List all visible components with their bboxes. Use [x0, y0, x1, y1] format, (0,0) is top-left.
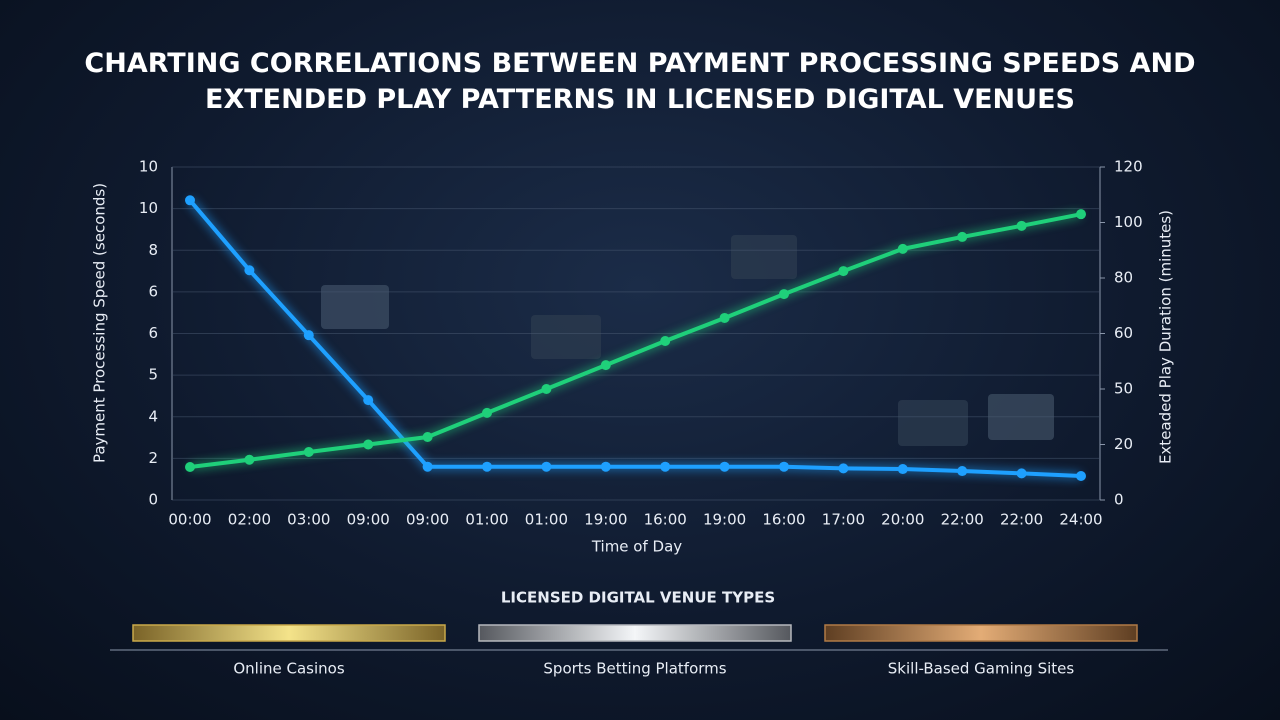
- legend-swatch: [478, 624, 792, 642]
- series-point: [422, 432, 433, 443]
- legend-label: Online Casinos: [233, 660, 344, 678]
- x-tick-label: 19:00: [584, 511, 627, 529]
- y2-tick-label: 20: [1114, 435, 1133, 453]
- x-tick-label: 01:00: [525, 511, 568, 529]
- x-tick-label: 19:00: [703, 511, 746, 529]
- series-point: [838, 266, 849, 277]
- series-point: [1076, 209, 1086, 220]
- chart-title: CHARTING CORRELATIONS BETWEEN PAYMENT PR…: [84, 48, 1196, 115]
- legend-swatch: [824, 624, 1138, 642]
- device-icon: [731, 235, 797, 279]
- series-point: [897, 464, 908, 475]
- y-tick-label: 5: [148, 366, 158, 384]
- x-tick-label: 02:00: [228, 511, 271, 529]
- y2-tick-label: 60: [1114, 324, 1133, 342]
- series-point: [779, 289, 789, 300]
- series-point: [185, 195, 195, 206]
- series-line: [189, 212, 1082, 469]
- series-point: [1016, 468, 1027, 479]
- series-point: [303, 446, 314, 457]
- legend-title: LICENSED DIGITAL VENUE TYPES: [501, 589, 775, 607]
- card-icon: [321, 285, 389, 329]
- series-point: [600, 461, 611, 472]
- series-point: [719, 312, 730, 323]
- series-point: [719, 461, 730, 472]
- x-tick-label: 03:00: [287, 511, 330, 529]
- series-point: [1076, 471, 1086, 482]
- y-tick-label: 4: [148, 407, 158, 425]
- x-tick-label: 16:00: [762, 511, 805, 529]
- series-point: [303, 330, 314, 341]
- series-point: [779, 461, 789, 472]
- series-point: [541, 461, 552, 472]
- coin-icon: [898, 400, 968, 446]
- series-point: [363, 439, 374, 450]
- series-point: [897, 243, 908, 254]
- y2-tick-label: 100: [1114, 213, 1143, 231]
- y-tick-label: 10: [139, 199, 158, 217]
- x-tick-label: 09:00: [347, 511, 390, 529]
- x-tick-label: 00:00: [168, 511, 211, 529]
- x-axis-label: Time of Day: [591, 538, 682, 556]
- y-tick-label: 10: [139, 158, 158, 176]
- series-point: [422, 461, 433, 472]
- x-tick-label: 22:00: [1000, 511, 1043, 529]
- y-tick-label: 8: [148, 241, 158, 259]
- slot-icon: [531, 315, 601, 359]
- series-point: [541, 384, 552, 394]
- series-point: [957, 231, 968, 242]
- y2-tick-label: 120: [1114, 158, 1143, 176]
- y2-tick-label: 80: [1114, 269, 1133, 287]
- legend-label: Skill-Based Gaming Sites: [888, 660, 1075, 678]
- y-tick-label: 0: [148, 491, 158, 509]
- series-line: [188, 199, 1082, 479]
- x-tick-label: 01:00: [465, 511, 508, 529]
- y2-axis-label: Exteaded Play Duration (minutes): [1157, 210, 1175, 464]
- series-point: [660, 461, 671, 472]
- series-point: [185, 461, 195, 472]
- y2-tick-label: 50: [1114, 380, 1133, 398]
- series-point: [363, 395, 374, 406]
- x-tick-label: 20:00: [881, 511, 924, 529]
- x-tick-label: 22:00: [941, 511, 984, 529]
- y-tick-label: 2: [148, 449, 158, 467]
- series-point: [1016, 220, 1027, 231]
- legend-swatch: [132, 624, 446, 642]
- legend-label: Sports Betting Platforms: [543, 660, 726, 678]
- y2-tick-label: 0: [1114, 491, 1124, 509]
- series-point: [244, 454, 255, 465]
- x-tick-label: 24:00: [1059, 511, 1102, 529]
- series-point: [244, 265, 255, 276]
- y-axis-label: Payment Processing Speed (seconds): [91, 183, 109, 463]
- series-point: [482, 407, 492, 418]
- series-point: [957, 466, 968, 477]
- series-point: [600, 360, 611, 371]
- x-tick-label: 09:00: [406, 511, 449, 529]
- x-tick-label: 16:00: [644, 511, 687, 529]
- y-tick-label: 6: [148, 324, 158, 342]
- x-tick-label: 17:00: [822, 511, 865, 529]
- series-point: [482, 461, 492, 472]
- y-tick-label: 6: [148, 282, 158, 300]
- series-point: [838, 463, 849, 474]
- series-point: [660, 335, 671, 346]
